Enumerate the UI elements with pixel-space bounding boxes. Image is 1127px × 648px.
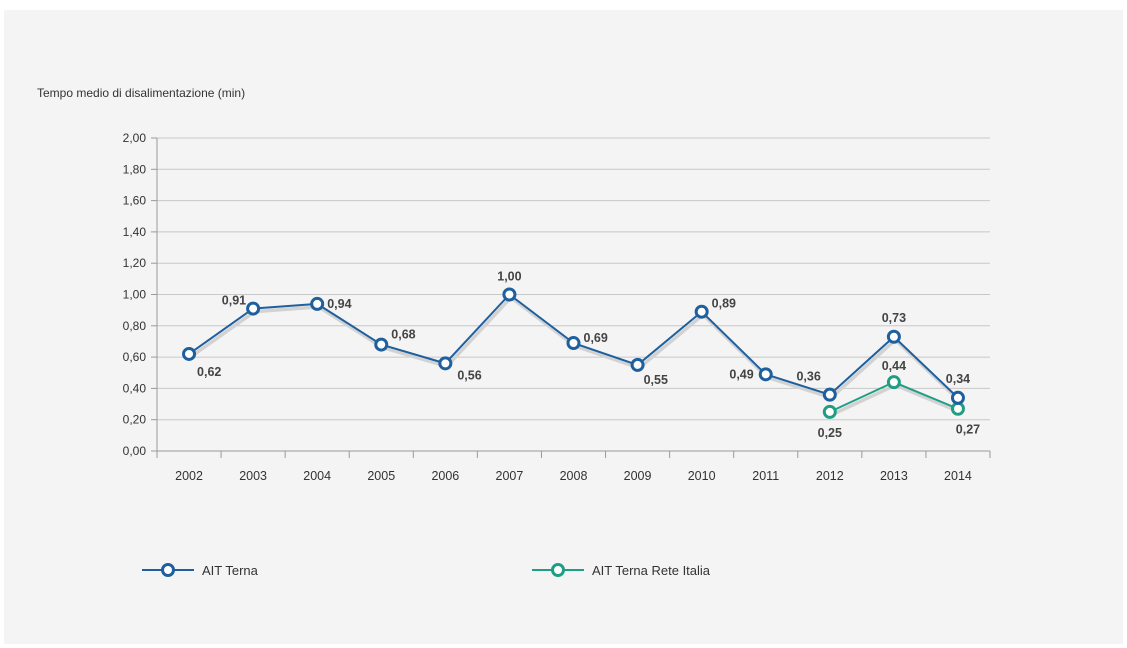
data-point bbox=[950, 390, 965, 405]
data-label: 0,34 bbox=[946, 372, 970, 386]
y-tick-label: 1,20 bbox=[123, 256, 147, 270]
y-tick-label: 1,80 bbox=[123, 162, 147, 176]
y-tick-label: 2,00 bbox=[123, 131, 147, 145]
data-point bbox=[950, 401, 965, 416]
y-tick-label: 1,00 bbox=[123, 288, 147, 302]
y-tick-label: 0,80 bbox=[123, 319, 147, 333]
data-point bbox=[246, 301, 261, 316]
data-label: 0,56 bbox=[457, 368, 481, 382]
data-point bbox=[182, 346, 197, 361]
y-tick-label: 1,40 bbox=[123, 225, 147, 239]
data-point bbox=[886, 329, 901, 344]
chart-panel bbox=[4, 10, 1123, 644]
y-tick-label: 1,60 bbox=[123, 194, 147, 208]
x-tick-label: 2009 bbox=[624, 469, 652, 483]
data-label: 0,25 bbox=[818, 426, 842, 440]
data-point bbox=[758, 367, 773, 382]
data-point bbox=[374, 337, 389, 352]
x-tick-label: 2010 bbox=[688, 469, 716, 483]
data-label: 0,27 bbox=[956, 423, 980, 437]
data-label: 0,36 bbox=[796, 370, 820, 384]
series-line-shadow bbox=[830, 383, 961, 417]
data-label: 0,94 bbox=[327, 297, 351, 311]
x-tick-label: 2008 bbox=[560, 469, 588, 483]
grid bbox=[157, 137, 990, 452]
x-tick-label: 2011 bbox=[752, 469, 779, 483]
x-tick-label: 2006 bbox=[431, 469, 459, 483]
legend-swatch-ait-terna-rete-italia bbox=[532, 563, 584, 577]
series-layer: 0,25 0,44 0,27 0,62 0,91 0,94 0,68 0,56 1,00 0,69… bbox=[182, 270, 981, 440]
data-label: 1,00 bbox=[497, 270, 521, 284]
y-tick-label: 0,60 bbox=[123, 350, 147, 364]
legend-label-ait-terna-rete-italia: AIT Terna Rete Italia bbox=[592, 562, 711, 578]
x-tick-label: 2012 bbox=[816, 469, 844, 483]
series-0: 0,62 0,91 0,94 0,68 0,56 1,00 0,69 0,55 0,89 0,49… bbox=[182, 270, 970, 405]
legend-label-ait-terna: AIT Terna bbox=[202, 562, 258, 578]
data-point bbox=[566, 336, 581, 351]
axes: 0,00 0,20 0,40 0,60 0,80 1,00 1,20 1,40 1,60 1,80… bbox=[123, 131, 991, 483]
data-point bbox=[822, 387, 837, 402]
legend-swatch-ait-terna bbox=[142, 563, 194, 577]
data-point bbox=[630, 357, 645, 372]
x-tick-label: 2007 bbox=[496, 469, 524, 483]
legend-item-ait-terna: AIT Terna bbox=[142, 560, 258, 580]
data-label: 0,44 bbox=[882, 359, 906, 373]
data-label: 0,49 bbox=[729, 367, 753, 381]
x-tick-label: 2005 bbox=[367, 469, 395, 483]
y-tick-label: 0,20 bbox=[123, 413, 147, 427]
data-label: 0,69 bbox=[584, 331, 608, 345]
x-tick-label: 2003 bbox=[239, 469, 267, 483]
data-label: 0,73 bbox=[882, 311, 906, 325]
data-label: 0,62 bbox=[197, 365, 221, 379]
data-label: 0,55 bbox=[644, 373, 668, 387]
data-point bbox=[502, 287, 517, 302]
x-tick-label: 2002 bbox=[175, 469, 203, 483]
y-tick-label: 0,40 bbox=[123, 381, 147, 395]
data-label: 0,68 bbox=[391, 328, 415, 342]
y-tick-label: 0,00 bbox=[123, 444, 147, 458]
data-point bbox=[438, 356, 453, 371]
data-label: 0,91 bbox=[222, 294, 246, 308]
x-tick-label: 2004 bbox=[303, 469, 331, 483]
data-point bbox=[822, 404, 837, 419]
data-point bbox=[310, 296, 325, 311]
x-tick-label: 2014 bbox=[944, 469, 972, 483]
series-1: 0,25 0,44 0,27 bbox=[818, 359, 981, 440]
data-point bbox=[886, 375, 901, 390]
legend-item-ait-terna-rete-italia: AIT Terna Rete Italia bbox=[532, 560, 710, 580]
data-label: 0,89 bbox=[712, 297, 736, 311]
data-point bbox=[694, 304, 709, 319]
x-tick-label: 2013 bbox=[880, 469, 908, 483]
y-axis-title: Tempo medio di disalimentazione (min) bbox=[37, 86, 246, 100]
